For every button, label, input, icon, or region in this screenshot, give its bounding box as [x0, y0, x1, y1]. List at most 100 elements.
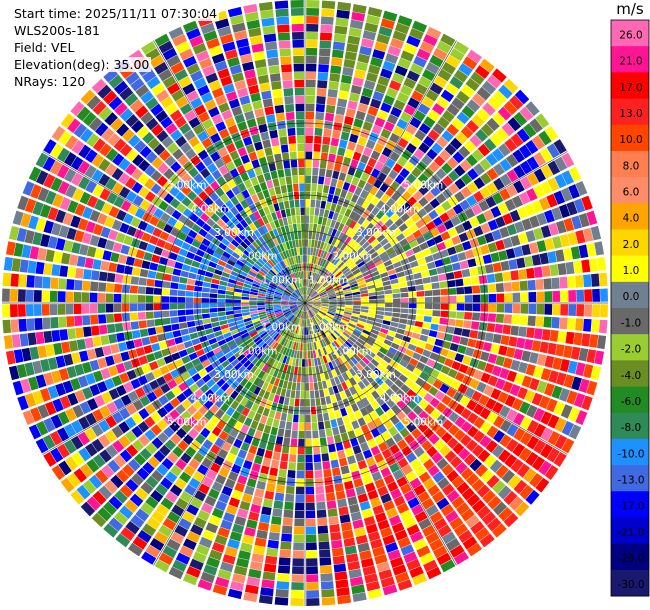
velocity-gate — [295, 358, 299, 367]
velocity-gate — [404, 433, 415, 445]
velocity-gate — [320, 294, 328, 298]
velocity-gate — [130, 216, 141, 228]
velocity-gate — [177, 231, 187, 241]
velocity-gate — [42, 156, 56, 172]
velocity-gate — [261, 234, 269, 243]
velocity-gate — [231, 185, 241, 196]
velocity-gate — [214, 455, 225, 467]
velocity-gate — [274, 293, 282, 297]
velocity-gate — [124, 499, 139, 513]
velocity-gate — [218, 242, 228, 251]
velocity-gate — [379, 182, 389, 193]
velocity-gate — [78, 176, 91, 190]
velocity-gate — [281, 319, 288, 326]
velocity-gate — [180, 328, 189, 336]
velocity-gate — [224, 247, 234, 255]
velocity-gate — [282, 380, 288, 389]
velocity-gate — [316, 324, 321, 332]
velocity-gate — [563, 217, 575, 232]
velocity-gate — [186, 566, 201, 578]
velocity-gate — [357, 417, 367, 427]
velocity-gate — [92, 336, 102, 347]
velocity-gate — [24, 198, 37, 213]
velocity-gate — [226, 452, 237, 463]
velocity-gate — [462, 56, 478, 70]
velocity-gate — [401, 394, 412, 405]
velocity-gate — [214, 437, 225, 448]
velocity-gate — [283, 364, 289, 373]
velocity-gate — [533, 152, 547, 167]
velocity-gate — [241, 267, 250, 274]
velocity-gate — [581, 259, 591, 273]
velocity-gate — [416, 303, 425, 309]
velocity-gate — [329, 298, 337, 301]
velocity-gate — [240, 253, 249, 261]
velocity-gate — [418, 399, 429, 410]
velocity-gate — [374, 553, 388, 565]
velocity-gate — [312, 438, 320, 447]
velocity-gate — [18, 318, 27, 332]
velocity-gate — [231, 251, 240, 260]
velocity-gate — [366, 319, 375, 325]
velocity-gate — [265, 346, 272, 355]
velocity-gate — [226, 286, 235, 292]
velocity-gate — [230, 270, 239, 277]
velocity-gate — [383, 339, 393, 347]
velocity-gate — [56, 164, 70, 179]
velocity-gate — [317, 257, 322, 266]
velocity-gate — [335, 579, 349, 589]
velocity-gate — [536, 212, 548, 226]
velocity-gate — [291, 215, 297, 224]
velocity-gate — [409, 357, 419, 367]
velocity-gate — [314, 315, 320, 323]
velocity-gate — [116, 123, 130, 137]
velocity-gate — [367, 175, 377, 185]
range-ring-label: 4.00km — [190, 203, 230, 215]
velocity-gate — [275, 8, 289, 17]
velocity-gate — [533, 227, 544, 240]
velocity-gate — [102, 345, 112, 356]
velocity-gate — [513, 180, 525, 194]
velocity-gate — [290, 341, 295, 350]
velocity-gate — [466, 49, 483, 64]
velocity-gate — [376, 363, 386, 373]
velocity-gate — [92, 370, 104, 383]
velocity-gate — [240, 377, 249, 387]
velocity-gate — [320, 372, 326, 381]
velocity-gate — [235, 281, 244, 287]
velocity-gate — [437, 68, 452, 82]
velocity-gate — [158, 68, 173, 82]
velocity-gate — [244, 380, 253, 390]
velocity-gate — [285, 258, 291, 267]
velocity-gate — [259, 331, 268, 338]
velocity-gate — [49, 304, 58, 316]
velocity-gate — [303, 303, 305, 311]
velocity-gate — [352, 268, 361, 275]
velocity-gate — [510, 234, 521, 247]
velocity-gate — [79, 244, 89, 256]
velocity-gate — [263, 33, 277, 43]
velocity-gate — [271, 81, 282, 90]
velocity-gate — [410, 458, 422, 470]
velocity-gate — [305, 446, 313, 455]
velocity-gate — [274, 186, 282, 195]
velocity-gate — [480, 303, 489, 312]
velocity-gate — [185, 303, 194, 309]
velocity-gate — [129, 493, 144, 507]
velocity-gate — [600, 304, 608, 318]
velocity-gate — [300, 215, 305, 223]
velocity-gate — [561, 170, 574, 185]
velocity-gate — [257, 258, 266, 266]
velocity-gate — [117, 254, 128, 264]
velocity-gate — [67, 118, 81, 134]
velocity-gate — [334, 409, 342, 419]
velocity-gate — [310, 317, 315, 326]
velocity-gate — [502, 271, 512, 282]
velocity-gate — [89, 292, 98, 303]
velocity-gate — [375, 210, 385, 220]
velocity-gate — [163, 223, 174, 234]
velocity-gate — [327, 311, 335, 316]
velocity-gate — [360, 172, 370, 182]
velocity-gate — [455, 131, 468, 145]
velocity-gate — [285, 312, 293, 318]
